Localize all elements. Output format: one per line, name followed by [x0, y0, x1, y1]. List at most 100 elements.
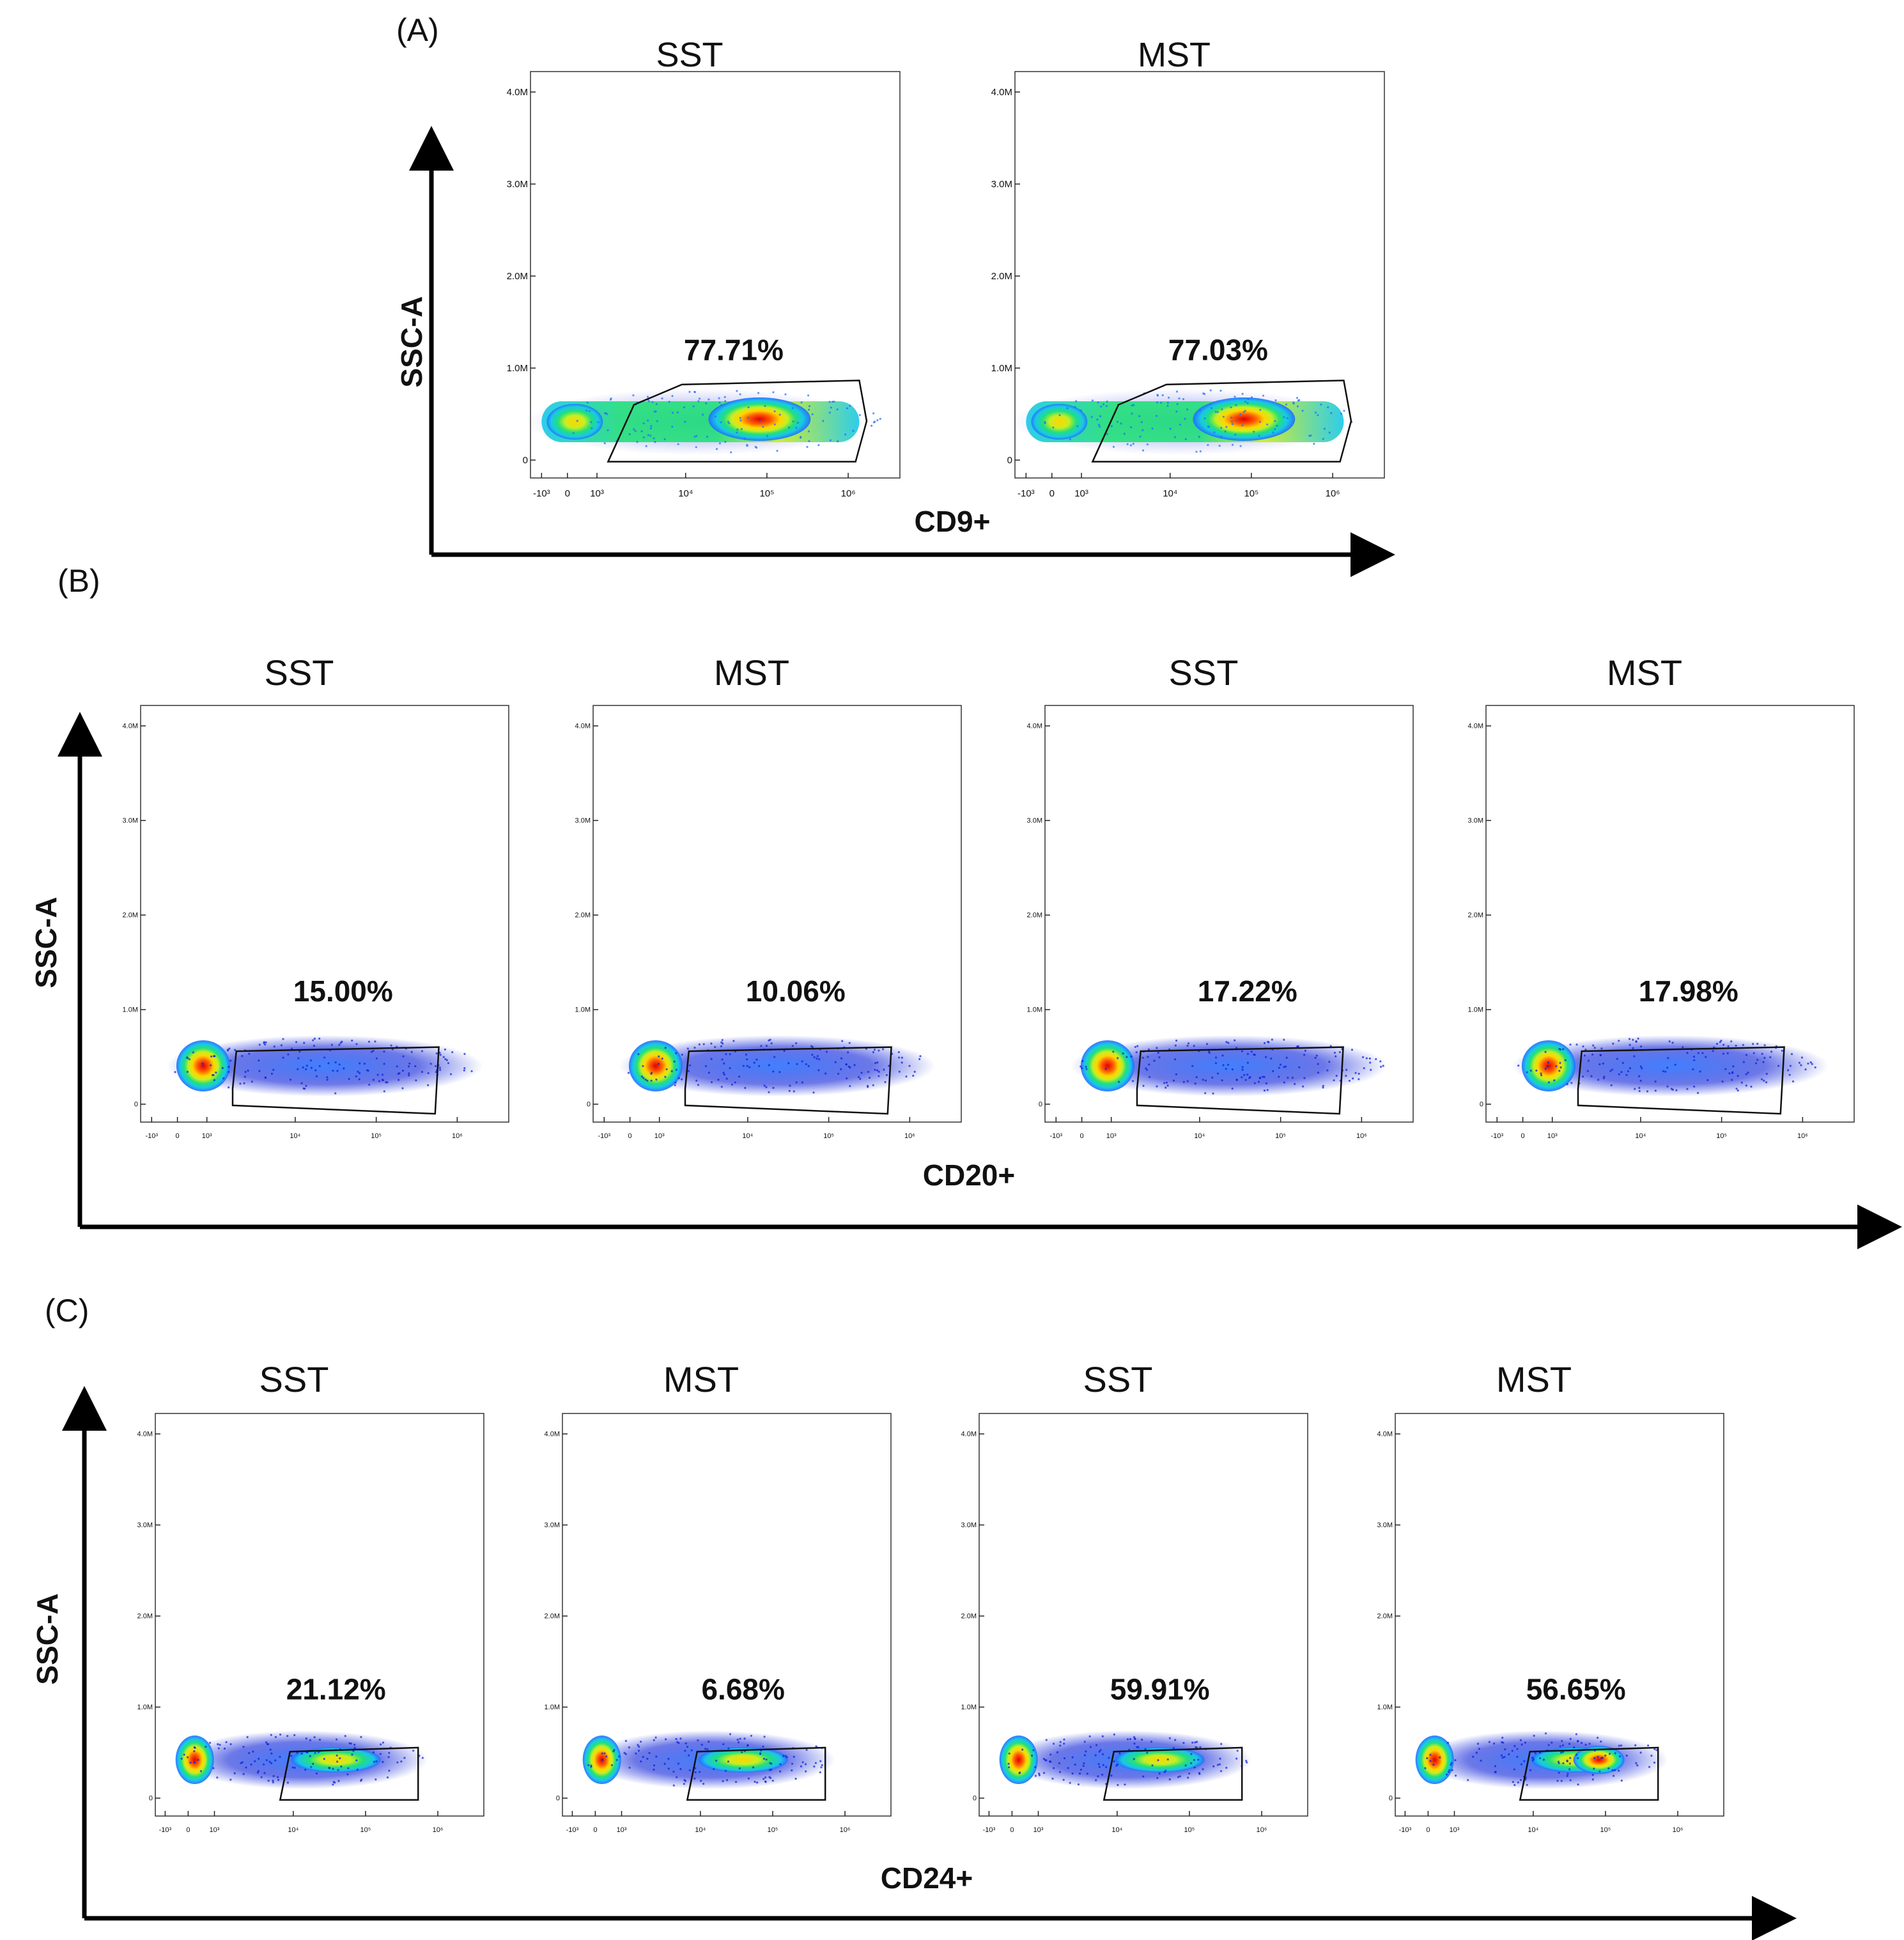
- event-dot: [704, 1065, 708, 1068]
- event-dot: [697, 400, 700, 403]
- y-tick-label: 3.0M: [545, 1521, 560, 1529]
- event-dot: [825, 1051, 828, 1053]
- event-dot: [1108, 1757, 1110, 1759]
- event-dot: [651, 401, 654, 403]
- event-dot: [700, 1743, 703, 1746]
- event-dot: [1135, 1051, 1138, 1054]
- event-dot: [1566, 1760, 1568, 1762]
- event-dot: [1208, 1052, 1211, 1054]
- event-dot: [627, 1072, 630, 1074]
- event-dot: [228, 1086, 230, 1089]
- event-dot: [258, 1757, 260, 1760]
- event-dot: [372, 1751, 375, 1753]
- event-dot: [1216, 1764, 1219, 1766]
- event-dot: [1612, 1774, 1615, 1777]
- event-dot: [1668, 1040, 1671, 1043]
- event-dot: [1610, 1084, 1613, 1086]
- event-dot: [1804, 1068, 1807, 1071]
- event-dot: [1569, 1043, 1572, 1046]
- event-dot: [1765, 1081, 1768, 1084]
- event-dot: [1080, 409, 1082, 412]
- event-dot: [368, 1083, 371, 1086]
- y-tick-label: 3.0M: [123, 817, 138, 825]
- event-dot: [1106, 400, 1108, 403]
- event-dot: [1069, 438, 1071, 441]
- event-dot: [1542, 1759, 1545, 1761]
- event-dot: [1551, 1741, 1553, 1744]
- event-dot: [1134, 1737, 1136, 1740]
- event-dot: [791, 407, 794, 410]
- panel-label: (C): [45, 1293, 89, 1328]
- event-dot: [228, 1070, 230, 1074]
- event-dot: [223, 1747, 226, 1750]
- event-dot: [1246, 1061, 1249, 1064]
- event-dot: [366, 1069, 369, 1072]
- event-dot: [683, 1783, 685, 1785]
- event-dot: [1246, 1761, 1248, 1764]
- event-dot: [813, 1056, 816, 1059]
- event-dot: [1246, 1074, 1249, 1076]
- event-dot: [1007, 1762, 1010, 1765]
- event-dot: [1488, 1741, 1490, 1743]
- event-dot: [372, 1079, 375, 1081]
- event-dot: [796, 1063, 798, 1065]
- event-dot: [724, 441, 727, 443]
- event-dot: [817, 1069, 820, 1072]
- event-dot: [1258, 1077, 1262, 1079]
- y-tick-label: 1.0M: [961, 1704, 977, 1711]
- event-dot: [305, 1737, 307, 1740]
- event-dot: [675, 1068, 678, 1071]
- event-dot: [759, 420, 762, 423]
- event-dot: [750, 1734, 753, 1737]
- event-dot: [219, 1743, 221, 1746]
- event-dot: [1113, 1733, 1115, 1736]
- event-dot: [451, 1051, 454, 1054]
- event-dot: [1110, 1774, 1113, 1777]
- x-tick-label: -10³: [598, 1132, 610, 1140]
- event-dot: [1234, 433, 1237, 436]
- event-dot: [700, 1780, 702, 1782]
- event-dot: [351, 1039, 353, 1042]
- event-dot: [1077, 1783, 1080, 1786]
- event-dot: [1174, 1739, 1177, 1741]
- event-dot: [848, 1042, 851, 1044]
- plot-title: MST: [1138, 36, 1211, 74]
- event-dot: [272, 1068, 275, 1071]
- event-dot: [1156, 1047, 1158, 1049]
- event-dot: [270, 1752, 273, 1755]
- event-dot: [693, 390, 696, 393]
- x-tick-label: 10³: [202, 1132, 212, 1140]
- event-dot: [1526, 1071, 1528, 1074]
- event-dot: [706, 1748, 709, 1751]
- x-tick-label: 10⁵: [1716, 1132, 1727, 1140]
- event-dot: [1593, 1767, 1595, 1770]
- event-dot: [442, 1056, 445, 1058]
- event-dot: [590, 1766, 592, 1768]
- event-dot: [1547, 1744, 1550, 1746]
- event-dot: [1221, 1054, 1224, 1057]
- event-dot: [334, 1092, 337, 1095]
- event-dot: [764, 1780, 767, 1783]
- x-tick-label: 10³: [1106, 1132, 1117, 1140]
- event-dot: [1451, 1769, 1453, 1771]
- gate-polygon: [1577, 1046, 1785, 1115]
- event-dot: [642, 1755, 644, 1759]
- event-dot: [332, 1767, 334, 1770]
- event-dot: [1662, 1070, 1664, 1072]
- event-dot: [693, 1777, 696, 1780]
- y-tick-label: 3.0M: [575, 817, 591, 825]
- event-dot: [290, 1755, 293, 1757]
- event-dot: [1250, 1051, 1253, 1053]
- event-dot: [1221, 408, 1223, 411]
- event-dot: [768, 1064, 770, 1066]
- event-dot: [1655, 1749, 1658, 1751]
- event-dot: [698, 1043, 700, 1046]
- event-dot: [828, 401, 831, 403]
- event-dot: [427, 1072, 430, 1074]
- event-dot: [690, 1749, 693, 1751]
- event-dot: [729, 1053, 731, 1056]
- event-dot: [1322, 1086, 1324, 1089]
- event-dot: [1089, 1746, 1092, 1748]
- event-dot: [1454, 1774, 1457, 1777]
- event-dot: [1071, 1756, 1074, 1759]
